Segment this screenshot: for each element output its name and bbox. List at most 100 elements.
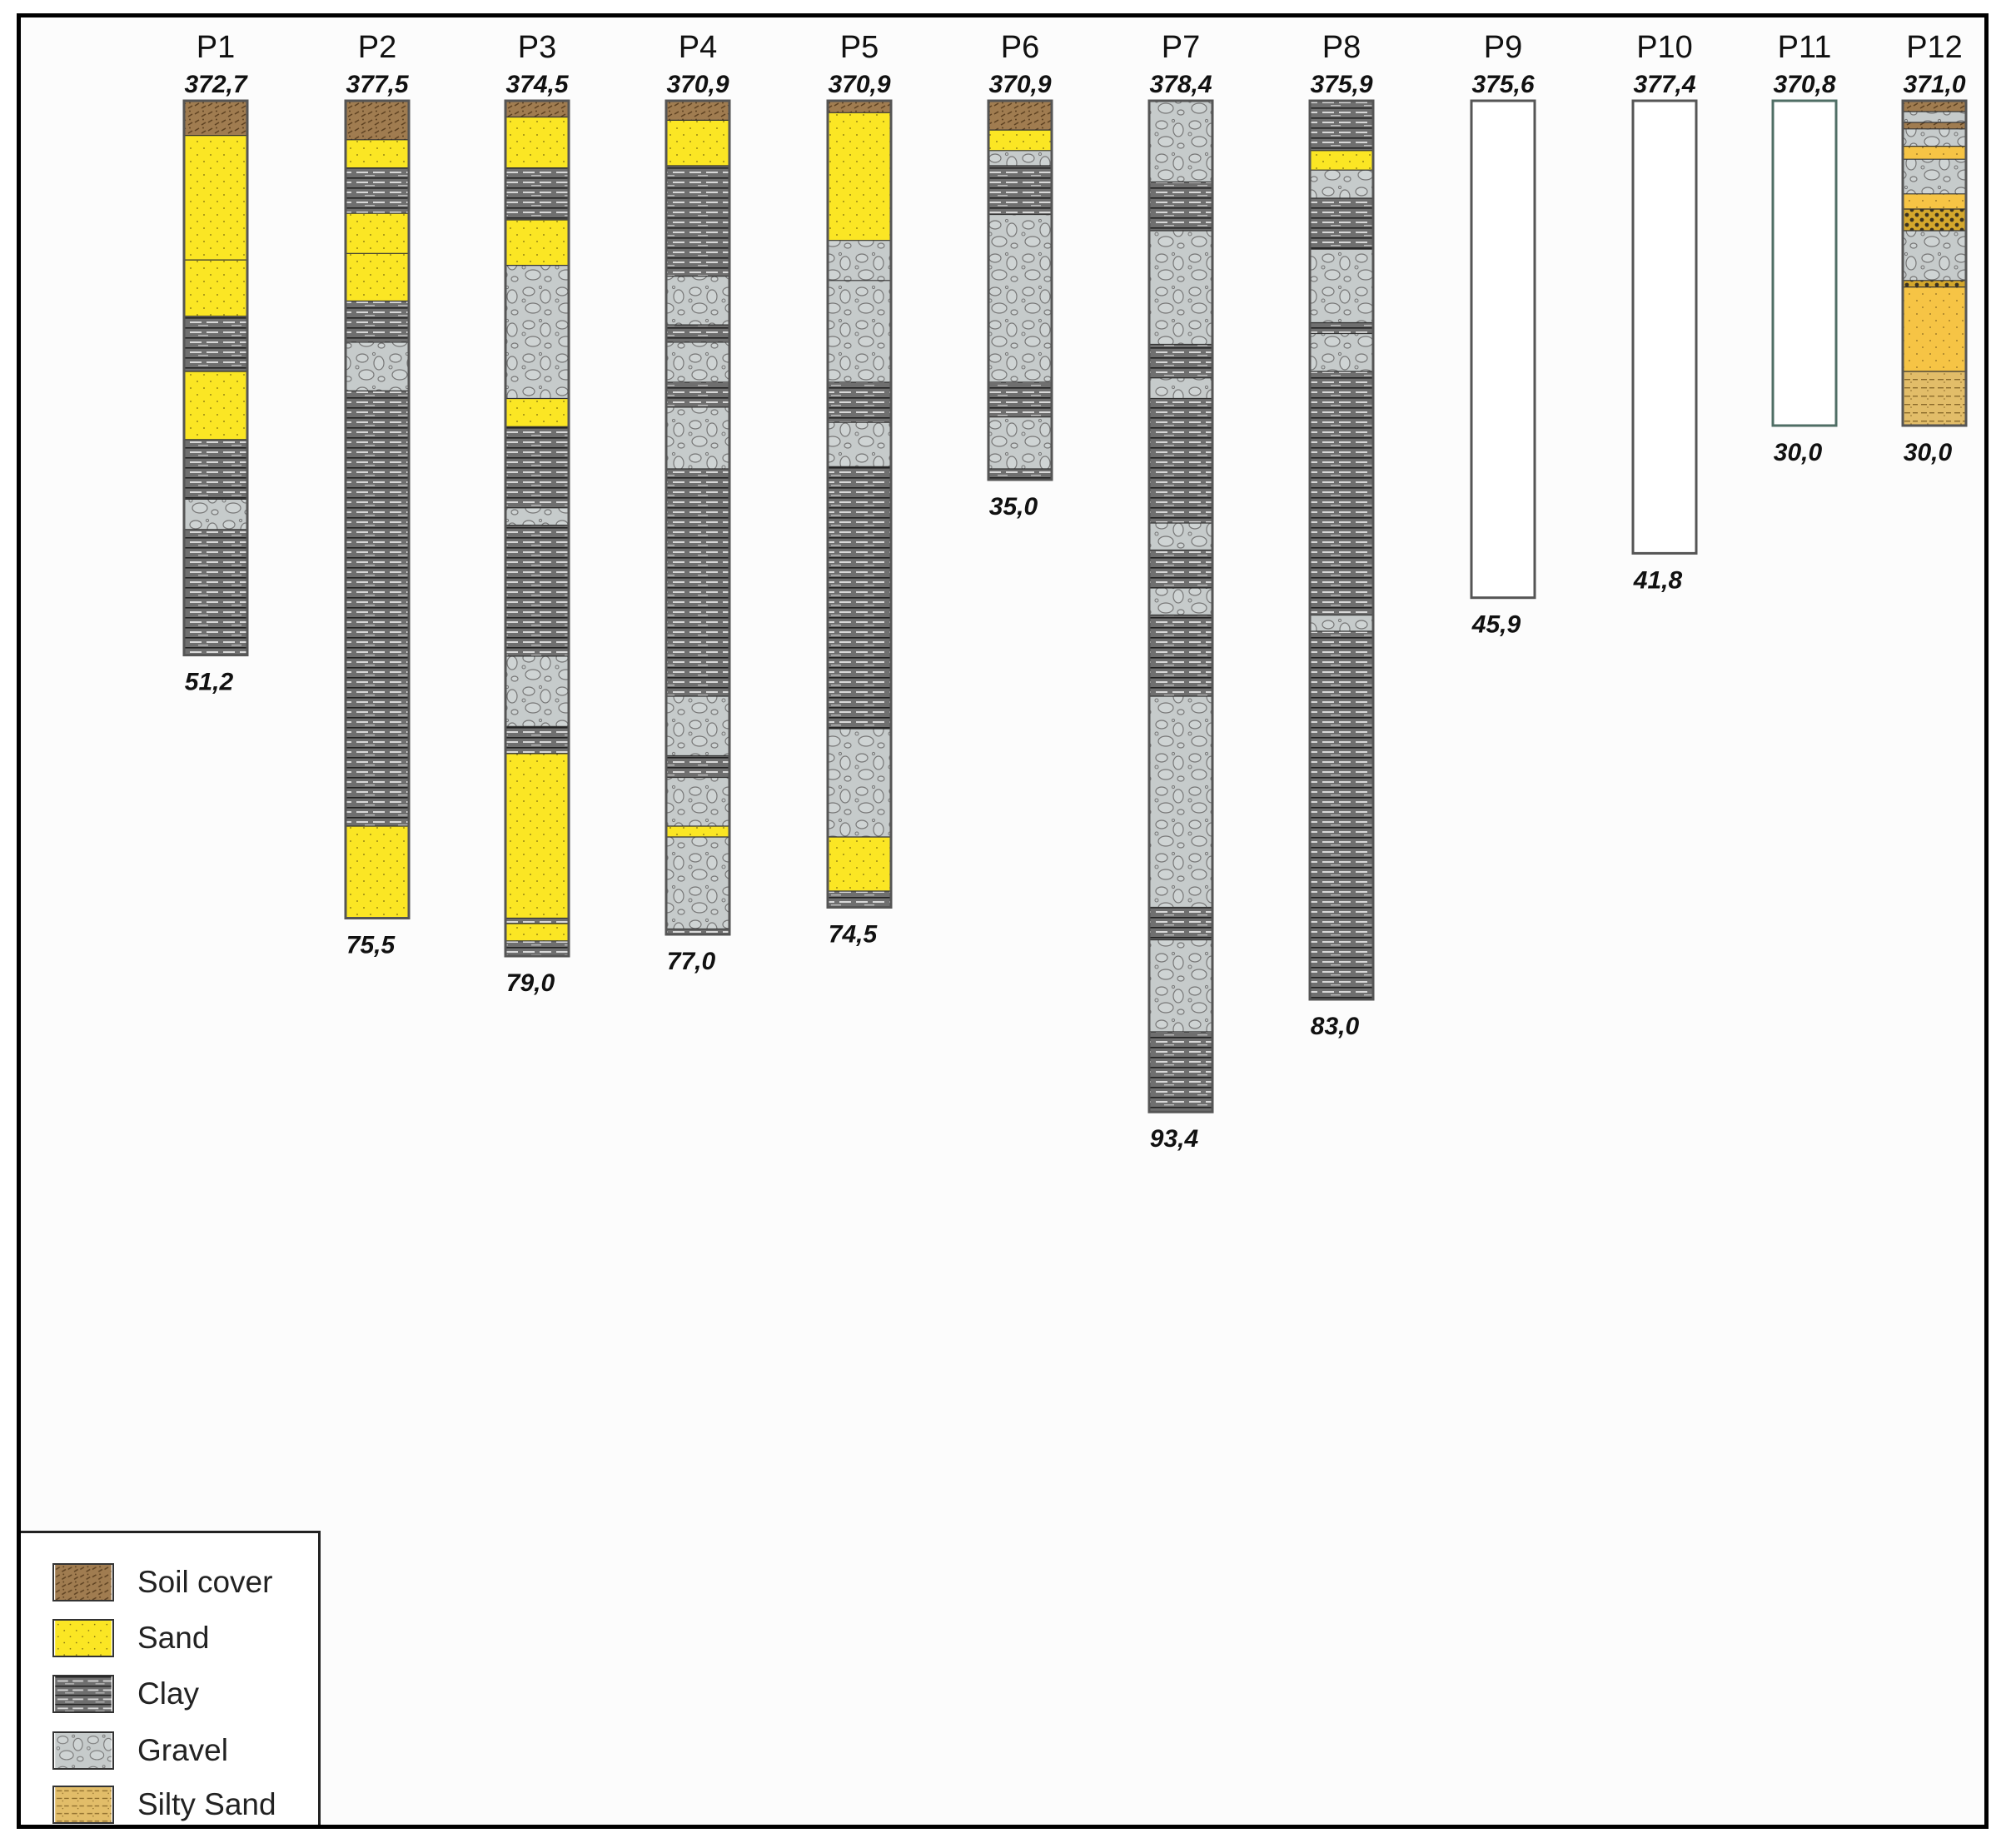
layer-p6-sand-1 bbox=[988, 130, 1052, 151]
well-name-p11: P11 bbox=[1778, 30, 1832, 65]
layer-p3-gravel-9 bbox=[505, 655, 569, 727]
layer-p6-clay-5 bbox=[988, 382, 1052, 417]
layer-p7-clay-7 bbox=[1149, 550, 1212, 588]
layer-p4-clay-4 bbox=[666, 325, 729, 342]
layer-p3-sand-3 bbox=[505, 220, 569, 266]
well-depth-p9: 45,9 bbox=[1471, 611, 1521, 639]
borehole-column-p8 bbox=[1308, 99, 1375, 1001]
well-elevation-p1: 372,7 bbox=[184, 71, 247, 98]
gravel-swatch bbox=[52, 1731, 114, 1770]
borehole-column-p3 bbox=[504, 99, 570, 958]
layer-p4-clay-6 bbox=[666, 382, 729, 407]
legend: Soil cover Sand Clay Gravel Silty Sand bbox=[21, 1531, 321, 1825]
layer-p6-clay-3 bbox=[988, 166, 1052, 215]
layer-p7-gravel-12 bbox=[1149, 939, 1212, 1032]
layer-p12-gravel-5 bbox=[1903, 159, 1966, 194]
layer-p7-clay-11 bbox=[1149, 907, 1212, 940]
well-elevation-p7: 378,4 bbox=[1149, 71, 1212, 98]
well-depth-p11: 30,0 bbox=[1774, 439, 1823, 466]
well-elevation-p3: 374,5 bbox=[505, 71, 569, 98]
legend-item-clay: Clay bbox=[52, 1672, 199, 1716]
legend-item-soil-cover: Soil cover bbox=[52, 1561, 272, 1604]
borehole-outline-p10 bbox=[1631, 99, 1698, 555]
layer-p12-gravel-8 bbox=[1903, 231, 1966, 281]
layer-p12-silt-11 bbox=[1903, 371, 1966, 426]
borehole-column-p12 bbox=[1901, 99, 1968, 427]
well-elevation-p2: 377,5 bbox=[346, 71, 409, 98]
borehole-column-p4 bbox=[665, 99, 731, 936]
layer-p1-clay-3 bbox=[184, 316, 247, 371]
layer-p3-clay-14 bbox=[505, 940, 569, 956]
well-depth-p7: 93,4 bbox=[1150, 1125, 1199, 1153]
legend-label-silty-sand: Silty Sand bbox=[137, 1787, 276, 1821]
well-depth-p2: 75,5 bbox=[346, 932, 396, 959]
borehole-outline-p3 bbox=[504, 99, 570, 958]
borehole-outline-p2 bbox=[344, 99, 411, 919]
layer-p8-clay-9 bbox=[1310, 631, 1373, 999]
layer-p12-ysand-6 bbox=[1903, 193, 1966, 209]
layer-p6-clay-7 bbox=[988, 469, 1052, 480]
layer-p3-clay-2 bbox=[505, 167, 569, 220]
layer-p4-clay-10 bbox=[666, 755, 729, 778]
layer-p12-dark-7 bbox=[1903, 209, 1966, 231]
layer-p6-soil-0 bbox=[988, 101, 1052, 131]
layer-p3-sand-1 bbox=[505, 117, 569, 168]
layer-p12-soil-2 bbox=[1903, 122, 1966, 129]
layer-p4-clay-14 bbox=[666, 929, 729, 934]
well-depth-p6: 35,0 bbox=[989, 493, 1038, 521]
layer-p3-clay-6 bbox=[505, 426, 569, 508]
borehole-column-p7 bbox=[1147, 99, 1214, 1113]
layer-p2-clay-5 bbox=[346, 301, 409, 342]
layer-p6-gravel-6 bbox=[988, 416, 1052, 469]
well-name-p6: P6 bbox=[1001, 30, 1039, 65]
layer-p8-clay-3 bbox=[1310, 198, 1373, 250]
borehole-column-p9 bbox=[1470, 99, 1536, 600]
well-name-p7: P7 bbox=[1162, 30, 1200, 65]
well-elevation-p5: 370,9 bbox=[828, 71, 890, 98]
well-name-p1: P1 bbox=[197, 30, 235, 65]
borehole-column-p5 bbox=[826, 99, 893, 909]
layer-p8-gravel-4 bbox=[1310, 249, 1373, 323]
well-elevation-p6: 370,9 bbox=[988, 71, 1051, 98]
layer-p7-gravel-6 bbox=[1149, 523, 1212, 550]
layer-p8-gravel-2 bbox=[1310, 170, 1373, 198]
layer-p5-clay-9 bbox=[828, 891, 891, 908]
borehole-outline-p12 bbox=[1901, 99, 1968, 427]
layer-p1-sand-1 bbox=[184, 135, 247, 261]
layer-p5-soil-0 bbox=[828, 101, 891, 113]
borehole-column-p6 bbox=[987, 99, 1053, 481]
well-elevation-p8: 375,9 bbox=[1310, 71, 1372, 98]
borehole-outline-p11 bbox=[1771, 99, 1838, 427]
layer-p7-clay-3 bbox=[1149, 344, 1212, 378]
layer-p3-sand-5 bbox=[505, 398, 569, 427]
borehole-outline-p7 bbox=[1147, 99, 1214, 1113]
well-depth-p12: 30,0 bbox=[1904, 439, 1953, 466]
layer-p3-gravel-7 bbox=[505, 507, 569, 526]
layer-p3-gravel-4 bbox=[505, 265, 569, 399]
well-depth-p8: 83,0 bbox=[1311, 1013, 1360, 1040]
well-name-p4: P4 bbox=[679, 30, 717, 65]
layer-p3-clay-12 bbox=[505, 918, 569, 924]
layer-p12-dark-9 bbox=[1903, 280, 1966, 287]
borehole-columns: P1 372,7 51,2 P2 377,5 75,5 P3 374,5 79,0 P4 370,9… bbox=[182, 30, 1968, 1153]
layer-p12-soil-0 bbox=[1903, 101, 1966, 112]
layer-p1-sand-4 bbox=[184, 371, 247, 440]
layer-p2-soil-0 bbox=[346, 101, 409, 140]
borehole-log-figure: P1 372,7 51,2 P2 377,5 75,5 P3 374,5 79,0 P4 370,9… bbox=[17, 13, 1989, 1829]
layer-p5-clay-4 bbox=[828, 382, 891, 423]
well-elevation-p12: 371,0 bbox=[1903, 71, 1965, 98]
layer-p12-gravel-1 bbox=[1903, 112, 1966, 122]
layer-p5-sand-1 bbox=[828, 112, 891, 241]
layer-p6-gravel-2 bbox=[988, 150, 1052, 166]
well-depth-p10: 41,8 bbox=[1633, 566, 1683, 594]
layer-p8-gravel-8 bbox=[1310, 615, 1373, 631]
layer-p4-gravel-7 bbox=[666, 406, 729, 469]
layer-p1-sand-2 bbox=[184, 260, 247, 316]
borehole-column-p11 bbox=[1771, 99, 1838, 427]
layer-p3-sand-13 bbox=[505, 924, 569, 941]
layer-p4-sand-12 bbox=[666, 826, 729, 837]
well-depth-p4: 77,0 bbox=[667, 948, 716, 975]
layer-p4-soil-0 bbox=[666, 101, 729, 121]
layer-p3-soil-0 bbox=[505, 101, 569, 117]
layer-p7-gravel-8 bbox=[1149, 588, 1212, 615]
